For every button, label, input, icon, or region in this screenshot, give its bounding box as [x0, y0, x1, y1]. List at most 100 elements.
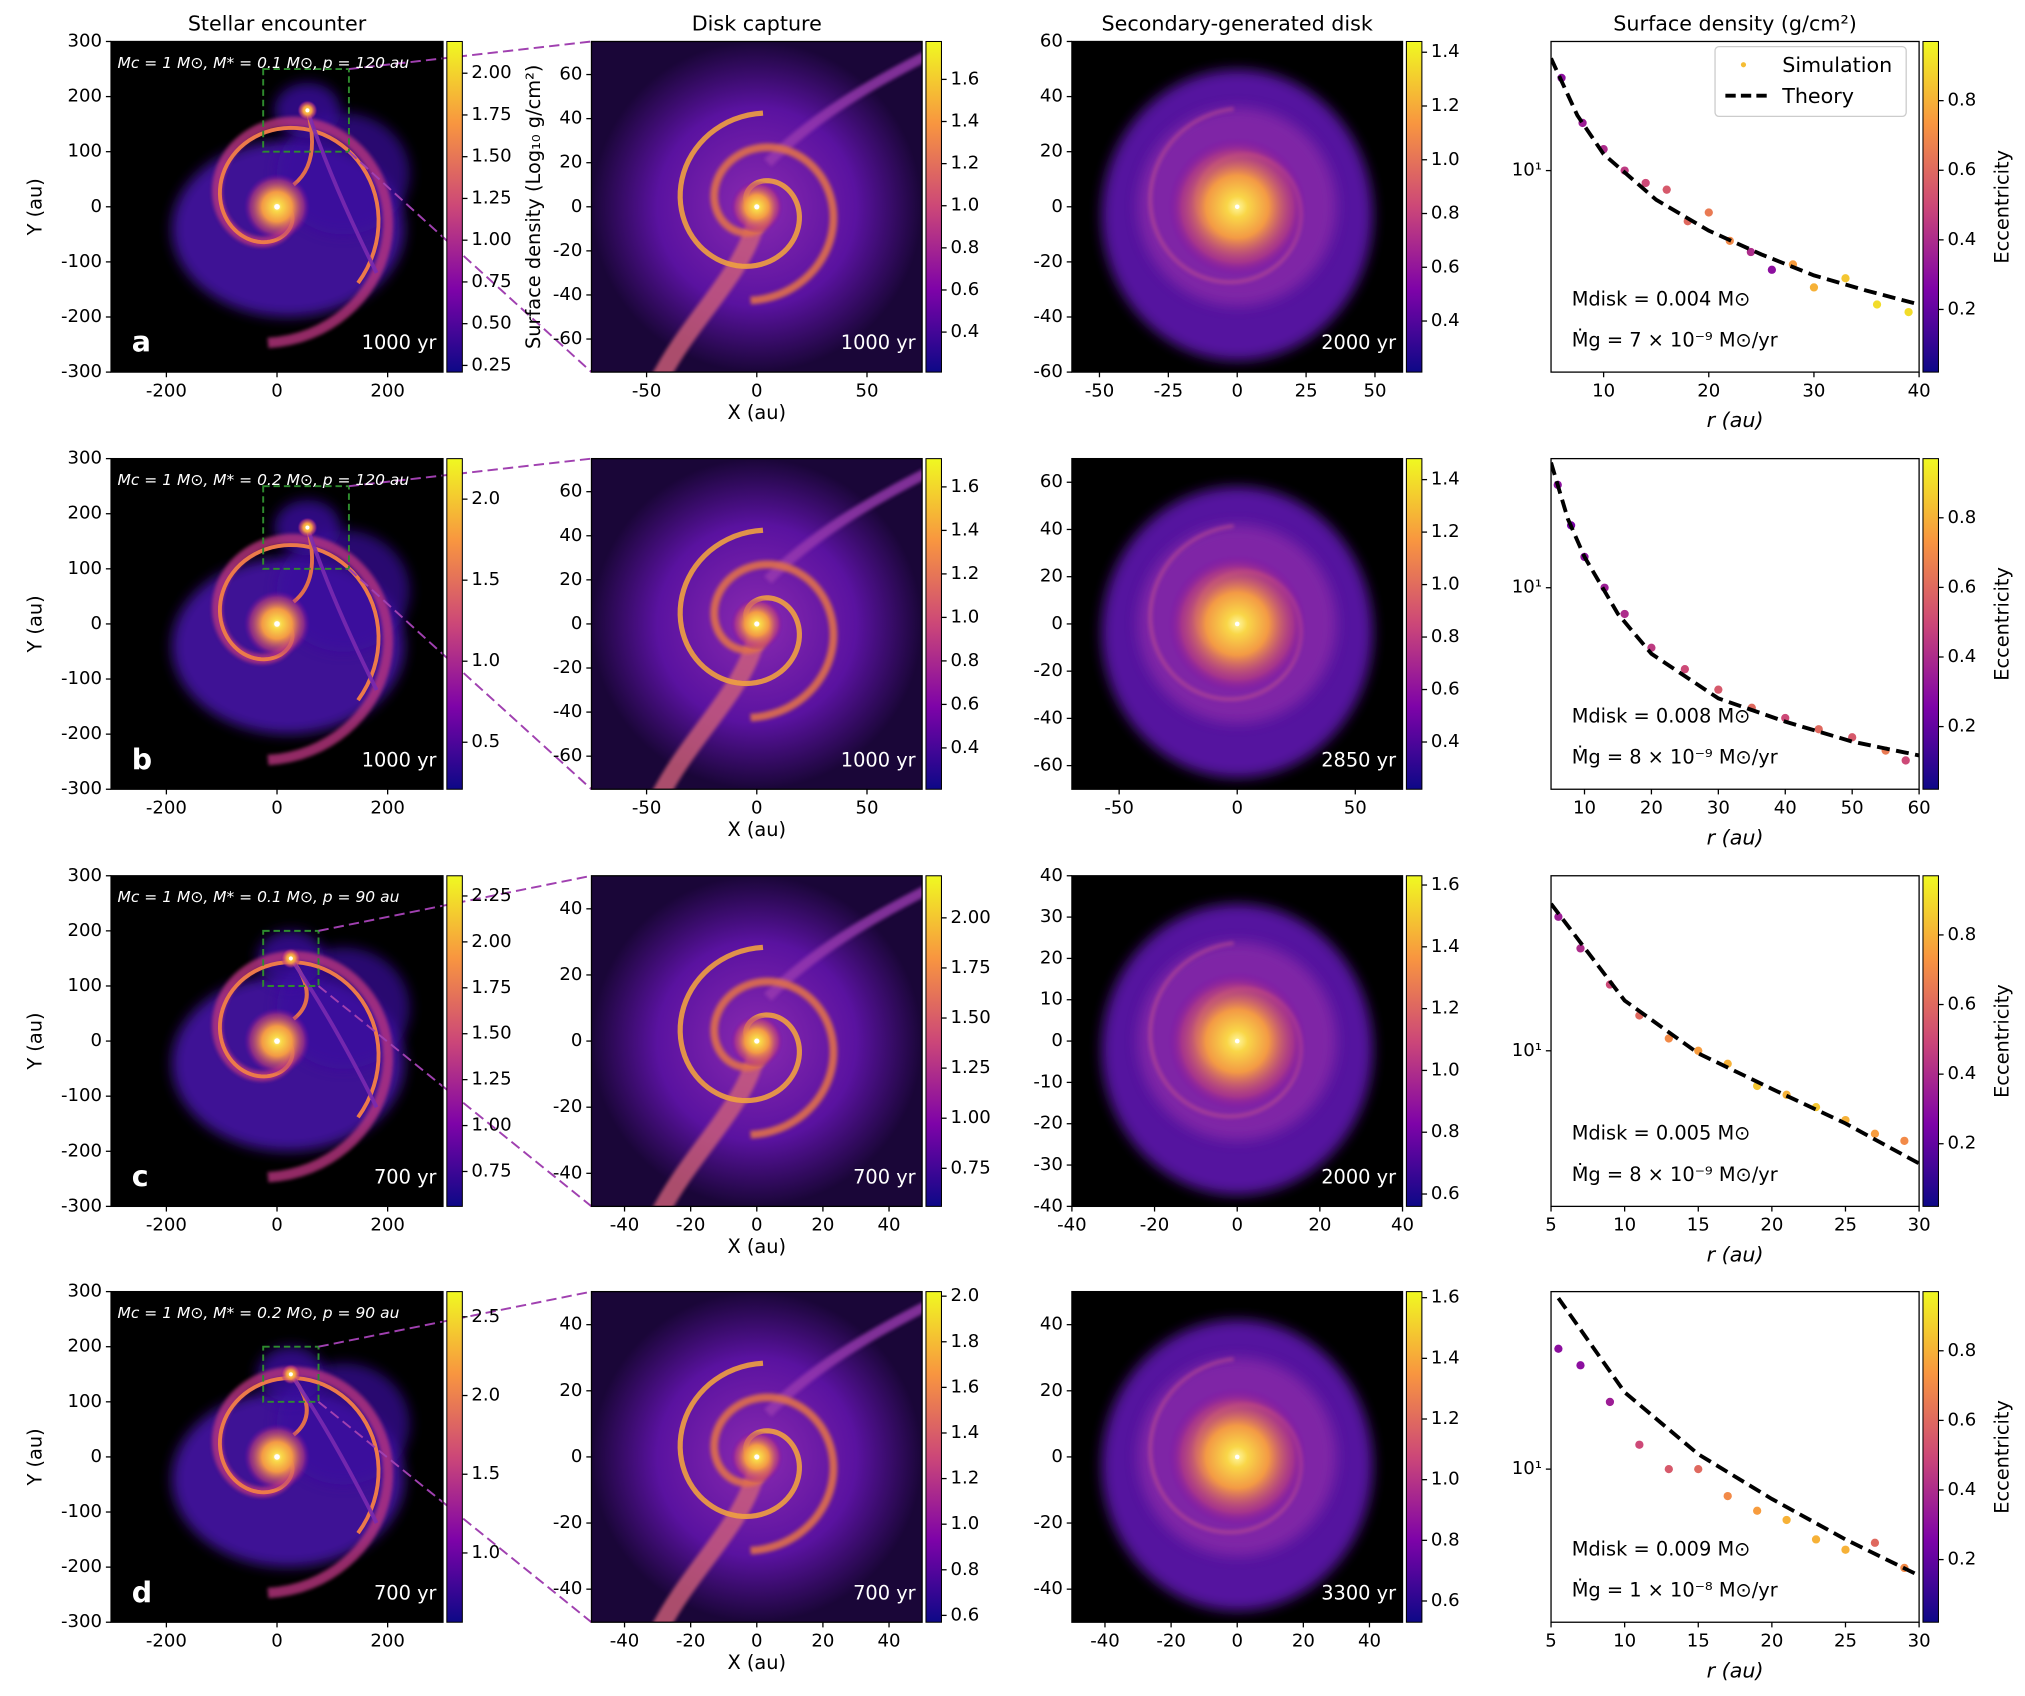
y-tick-label: -100: [61, 251, 102, 272]
colorbar: [446, 1291, 463, 1623]
x-tick-label: 60: [1908, 798, 1931, 819]
x-tick-label: -200: [146, 1215, 187, 1236]
y-tick-label: 0: [571, 613, 583, 634]
star: [754, 204, 760, 210]
y-tick-label: 100: [68, 975, 103, 996]
y-tick-label: 40: [559, 108, 582, 129]
colorbar-tick-label: 0.50: [471, 313, 511, 334]
parameters: Mc = 1 M⊙, M* = 0.1 M⊙, p = 90 au: [118, 888, 400, 906]
colorbar: [925, 40, 942, 373]
colorbar-tick-label: 0.6: [951, 693, 980, 714]
x-tick-label: 200: [370, 1215, 405, 1236]
x-tick-label: 5: [1545, 1215, 1557, 1236]
colorbar-tick-label: 1.6: [951, 1376, 980, 1397]
zoom-box: [262, 929, 320, 987]
colorbar-label: Eccentricity: [1991, 150, 2014, 264]
colorbar: [1405, 458, 1423, 790]
plot-area: [1071, 458, 1403, 790]
y-tick-label: -40: [1033, 1195, 1063, 1216]
colorbar-tick-label: 1.4: [1431, 469, 1460, 490]
y-tick-label: 20: [1040, 141, 1063, 162]
x-tick-label: 0: [1231, 1631, 1243, 1652]
y-tick-label: 20: [1040, 566, 1063, 587]
colorbar: [925, 1291, 942, 1623]
disk-mass: Mdisk = 0.008 M⊙: [1572, 704, 1751, 727]
colorbar: [925, 458, 942, 790]
x-tick-label: 25: [1295, 380, 1318, 401]
y-tick-label: 0: [91, 613, 103, 634]
sim-point: [1723, 1491, 1732, 1501]
accretion-stream: [653, 1465, 766, 1623]
colorbar-tick-label: 1.4: [1431, 936, 1460, 957]
panel-label: b: [132, 743, 152, 776]
accretion-stream: [653, 215, 766, 373]
y-tick-label: 300: [68, 1281, 103, 1302]
y-tick-label: -20: [1033, 1113, 1063, 1134]
y-tick-label: 200: [68, 920, 103, 941]
x-tick-label: 50: [855, 380, 878, 401]
plot-area: [591, 458, 923, 790]
y-tick-label: 40: [1040, 865, 1063, 886]
colorbar-tick-label: 1.8: [951, 1331, 980, 1352]
colorbar-tick-label: 1.0: [471, 1542, 500, 1563]
sim-point: [1901, 756, 1910, 765]
zoom-line: [348, 150, 593, 373]
colorbar-tick-label: 0.75: [951, 1157, 991, 1178]
x-tick-label: 50: [855, 798, 878, 819]
colorbar-tick-label: 0.6: [1948, 159, 1977, 180]
colorbar-label: Eccentricity: [1991, 984, 2014, 1098]
colorbar-tick-label: 2.0: [951, 1285, 980, 1306]
star: [754, 1038, 760, 1044]
theory-line: [1556, 1296, 1920, 1578]
x-tick-label: 50: [1363, 380, 1386, 401]
y-tick-label: -200: [61, 723, 102, 744]
parameters: Mc = 1 M⊙, M* = 0.2 M⊙, p = 90 au: [118, 1304, 400, 1322]
colorbar: [446, 458, 463, 790]
colorbar-tick-label: 0.4: [1948, 1479, 1977, 1500]
time-label: 3300 yr: [1321, 1581, 1396, 1604]
y-tick-label: -300: [61, 1195, 102, 1216]
disk-mass: Mdisk = 0.009 M⊙: [1572, 1537, 1751, 1560]
colorbar-tick-label: 1.6: [1431, 1287, 1460, 1308]
y-axis-label: Y (au): [24, 1428, 47, 1486]
sim-point: [1900, 1136, 1909, 1145]
colorbar-tick-label: 2.00: [471, 931, 511, 952]
colorbar: [1922, 875, 1939, 1207]
legend-label: Simulation: [1782, 53, 1892, 77]
y-tick-label: -60: [1033, 361, 1063, 382]
sim-point: [1605, 1397, 1615, 1407]
y-tick-label: -200: [61, 306, 102, 327]
colorbar-tick-label: 1.4: [951, 1422, 980, 1443]
x-tick-label: -40: [610, 1631, 640, 1652]
accretion-rate: Ṁg = 8 × 10⁻⁹ M⊙/yr: [1572, 746, 1778, 769]
y-tick-label: 100: [68, 141, 103, 162]
colorbar-tick-label: 0.6: [1948, 576, 1977, 597]
x-tick-label: 20: [1760, 1215, 1783, 1236]
x-tick-label: -40: [610, 1215, 640, 1236]
plot-area: [111, 875, 443, 1207]
colorbar-tick-label: 1.5: [471, 1463, 500, 1484]
colorbar: [446, 875, 463, 1207]
colorbar-tick-label: 0.6: [951, 279, 980, 300]
star: [1234, 1454, 1240, 1460]
colorbar-tick-label: 0.2: [1948, 298, 1977, 319]
y-tick-label: 0: [91, 196, 103, 217]
x-tick-label: 0: [1231, 1215, 1243, 1236]
y-axis-label: Y (au): [24, 178, 47, 236]
colorbar-tick-label: 0.6: [1431, 679, 1460, 700]
colorbar-tick-label: 0.2: [1948, 716, 1977, 737]
sim-point: [1664, 1464, 1673, 1474]
time-label: 700 yr: [374, 1165, 437, 1188]
colorbar-tick-label: 0.2: [1948, 1133, 1977, 1154]
time-label: 1000 yr: [362, 331, 437, 354]
y-tick-label: -20: [553, 1096, 583, 1117]
colorbar-tick-label: 0.8: [1431, 203, 1460, 224]
colorbar-tick-label: 1.4: [951, 111, 980, 132]
x-tick-label: 0: [271, 798, 283, 819]
sim-point: [1811, 1535, 1821, 1544]
y-tick-label: 300: [68, 865, 103, 886]
plot-area: [591, 875, 923, 1207]
x-tick-label: 20: [811, 1215, 834, 1236]
colorbar-tick-label: 0.8: [951, 650, 980, 671]
